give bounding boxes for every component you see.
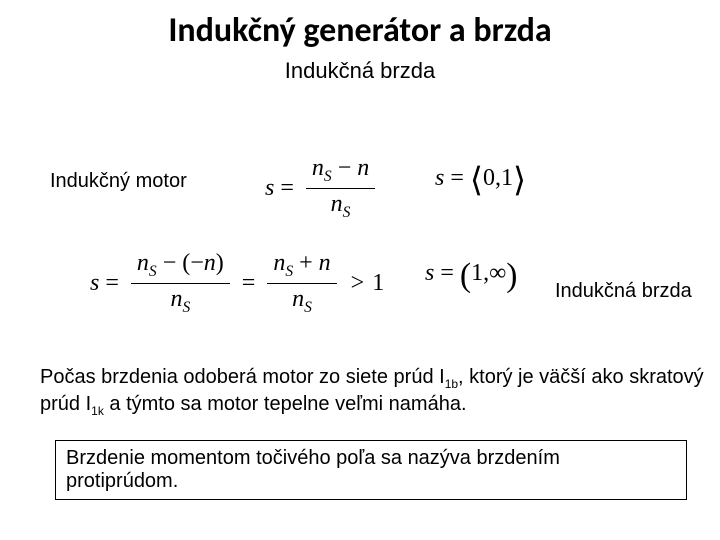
eq-s: s: [265, 175, 274, 202]
denominator: nS: [286, 284, 318, 317]
eq-equals: =: [105, 270, 119, 297]
fraction: nS − (−n) nS: [131, 250, 230, 317]
sub-s: S: [182, 299, 190, 316]
rpar: ): [216, 250, 224, 276]
p-text: Počas brzdenia odoberá motor zo siete pr…: [40, 366, 445, 388]
numerator: nS − n: [306, 155, 375, 189]
minus: −: [163, 250, 177, 276]
denominator: nS: [325, 189, 357, 222]
eq-equals: =: [440, 260, 454, 287]
denominator: nS: [164, 284, 196, 317]
sub-s: S: [324, 168, 332, 185]
n: n: [319, 250, 331, 276]
one: 1: [471, 260, 483, 287]
minus: −: [338, 155, 352, 181]
n: n: [273, 250, 285, 276]
fraction: nS + n nS: [267, 250, 336, 317]
p-text: a týmto sa motor tepelne veľmi namáha.: [104, 393, 467, 415]
one: 1: [501, 165, 513, 192]
gt: >: [351, 270, 365, 297]
n: n: [137, 250, 149, 276]
plus: +: [299, 250, 313, 276]
eq-s: s: [90, 270, 99, 297]
sub-1b: 1b: [445, 377, 458, 391]
sub-s: S: [149, 263, 157, 280]
equation-slip-range-brake: s = (1,∞): [425, 260, 517, 287]
n: n: [292, 286, 304, 312]
n: n: [357, 155, 369, 181]
sub-s: S: [304, 299, 312, 316]
body-paragraph: Počas brzdenia odoberá motor zo siete pr…: [40, 365, 720, 419]
one: 1: [372, 270, 384, 297]
n: n: [312, 155, 324, 181]
eq-s: s: [435, 165, 444, 192]
eq-equals: =: [280, 175, 294, 202]
highlight-box: Brzdenie momentom točivého poľa sa nazýv…: [55, 440, 687, 500]
sub-s: S: [285, 263, 293, 280]
label-motor: Indukčný motor: [50, 170, 187, 193]
n: n: [170, 286, 182, 312]
numerator: nS − (−n): [131, 250, 230, 284]
p-text: , ktorý je väčší ako skratový: [458, 366, 704, 388]
sub-s: S: [343, 204, 351, 221]
page-title: Indukčný generátor a brzda: [0, 10, 720, 51]
equation-slip-motor: s = nS − n nS: [265, 155, 381, 222]
label-brake: Indukčná brzda: [555, 280, 692, 303]
zero: 0: [483, 165, 495, 192]
eq-equals: =: [242, 270, 256, 297]
n: n: [331, 191, 343, 217]
eq-s: s: [425, 260, 434, 287]
sub-1k: 1k: [91, 404, 104, 418]
n: n: [204, 250, 216, 276]
numerator: nS + n: [267, 250, 336, 284]
fraction: nS − n nS: [306, 155, 375, 222]
page-subtitle: Indukčná brzda: [0, 58, 720, 84]
p-text: prúd I: [40, 393, 91, 415]
slide: Indukčný generátor a brzda Indukčná brzd…: [0, 0, 720, 540]
equation-slip-brake: s = nS − (−n) nS = nS + n nS > 1: [90, 250, 384, 317]
eq-equals: =: [450, 165, 464, 192]
equation-slip-range-motor: s = ⟨0,1⟩: [435, 165, 526, 192]
infinity: ∞: [489, 260, 506, 287]
minus: −: [190, 250, 204, 276]
